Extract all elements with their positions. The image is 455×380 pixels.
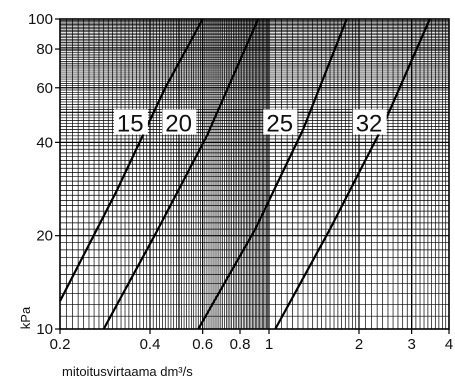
x-tick-label: 0.4 <box>140 336 161 353</box>
series-curve-20 <box>102 18 260 330</box>
curve-label-15: 15 <box>117 111 144 138</box>
series-curve-32 <box>274 18 431 330</box>
curve-label-bg <box>113 109 148 135</box>
y-tick-label: 20 <box>36 228 53 245</box>
x-tick-label: 0.6 <box>192 336 213 353</box>
x-tick-label: 1 <box>265 336 273 353</box>
x-tick-label: 4 <box>445 336 453 353</box>
y-tick-label: 10 <box>36 321 53 338</box>
x-tick-label: 0.8 <box>230 336 251 353</box>
curve-label-25: 25 <box>266 111 293 138</box>
curve-label-20: 20 <box>165 111 192 138</box>
plot-area <box>60 19 449 329</box>
y-axis-label: kPa <box>18 306 33 329</box>
curve-label-bg <box>263 109 298 135</box>
x-tick-label: 0.2 <box>50 336 71 353</box>
curve-label-bg <box>352 109 387 135</box>
series-curve-25 <box>197 18 348 330</box>
y-tick-label: 60 <box>36 80 53 97</box>
y-tick-label: 100 <box>28 11 53 28</box>
y-tick-label: 80 <box>36 41 53 58</box>
x-tick-label: 2 <box>355 336 363 353</box>
curve-label-32: 32 <box>356 111 383 138</box>
y-tick-label: 40 <box>36 134 53 151</box>
x-tick-label: 3 <box>407 336 415 353</box>
series-curve-15 <box>59 18 204 302</box>
plot-frame <box>59 18 450 330</box>
curve-label-bg <box>162 109 197 135</box>
x-axis-label: mitoitusvirtaama dm³/s <box>62 364 193 379</box>
